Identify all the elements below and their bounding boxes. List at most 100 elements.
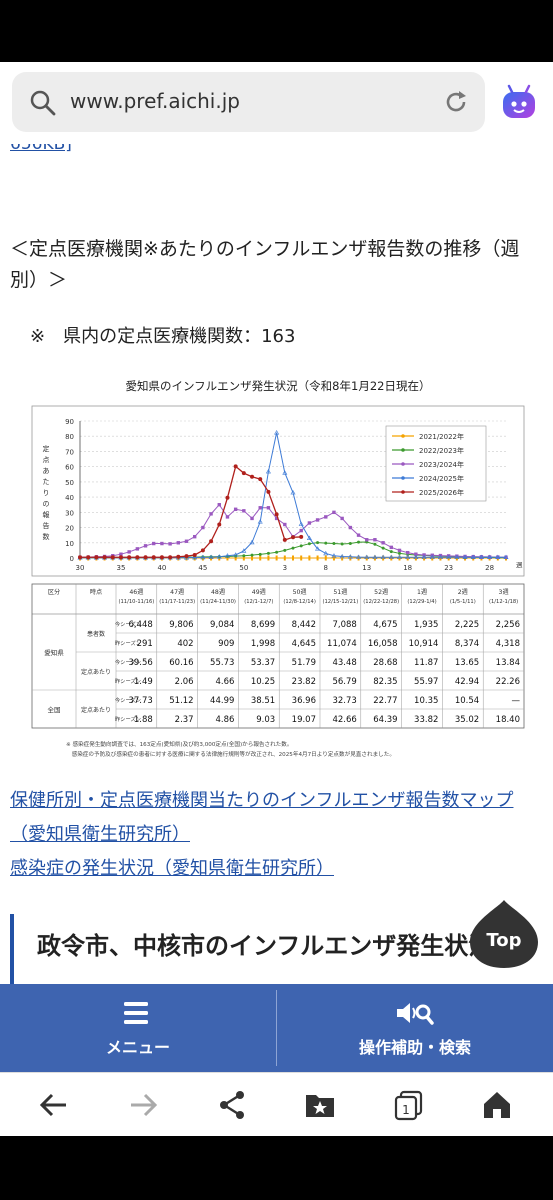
data-point [308, 555, 311, 561]
table-sub-cell: 定点あたり [81, 668, 111, 676]
y-tick-label: 30 [65, 509, 74, 517]
tabs-icon[interactable]: 1 [392, 1089, 424, 1121]
back-to-top-button[interactable]: Top [466, 896, 542, 972]
legend-marker [401, 490, 405, 494]
table-value-cell: 42.94 [455, 677, 479, 687]
table-header-cell: (12/29-1/4) [407, 599, 436, 605]
data-point [356, 554, 362, 559]
data-point [372, 554, 378, 560]
table-value-cell: 2,256 [496, 620, 520, 630]
x-tick-label: 13 [362, 564, 371, 572]
data-point [208, 554, 214, 560]
data-point [437, 554, 443, 560]
data-point [299, 544, 303, 548]
url-text: www.pref.aichi.jp [70, 89, 240, 113]
y-axis-label-char: 数 [43, 532, 50, 541]
y-tick-label: 0 [70, 555, 74, 563]
menu-button[interactable]: メニュー [0, 984, 276, 1072]
data-point [249, 539, 255, 545]
top-label: Top [486, 930, 521, 951]
table-value-cell: 9,084 [210, 620, 234, 630]
table-sub-cell: 患者数 [87, 630, 105, 638]
table-row-label: 昨シーズン [115, 677, 141, 685]
forward-arrow-icon[interactable] [127, 1089, 159, 1121]
table-value-cell: 43.48 [332, 658, 356, 668]
data-point [291, 546, 295, 550]
data-point [373, 555, 376, 561]
data-point [299, 534, 304, 539]
data-point [217, 522, 222, 527]
status-link[interactable]: 感染症の発生状況（愛知県衛生研究所） [10, 858, 334, 879]
data-point [242, 555, 245, 561]
table-value-cell: 4,318 [496, 639, 520, 649]
section-heading: ＜定点医療機関※あたりのインフルエンザ報告数の推移（週別）＞ [10, 238, 520, 291]
table-header-cell: (11/10-11/16) [118, 599, 154, 605]
data-point [478, 554, 484, 560]
search-icon [30, 90, 56, 116]
data-point [118, 555, 123, 560]
data-point [495, 554, 501, 560]
address-bar[interactable]: www.pref.aichi.jp [12, 72, 485, 132]
section-header: 政令市、中核市のインフルエンザ発生状況 [10, 914, 553, 984]
home-icon[interactable] [481, 1089, 513, 1121]
file-size-link[interactable]: 656KB] [10, 144, 72, 154]
legend-label: 2021/2022年 [419, 432, 464, 441]
system-nav-area [0, 1136, 553, 1200]
data-point [397, 548, 402, 553]
bookmarks-icon[interactable] [304, 1089, 336, 1121]
table-value-cell: 22.77 [373, 696, 397, 706]
data-point [192, 552, 197, 557]
y-axis-label-char: の [43, 500, 50, 508]
data-point [365, 555, 368, 561]
data-point [200, 548, 205, 553]
data-point [259, 555, 262, 561]
assist-search-button[interactable]: 操作補助・検索 [277, 984, 553, 1072]
reload-icon[interactable] [442, 88, 470, 116]
legend-label: 2022/2023年 [419, 446, 464, 455]
y-tick-label: 20 [65, 525, 74, 533]
table-value-cell: 10.35 [414, 696, 438, 706]
chart-footnote-1: ※ 感染症発生動向調査では、163定点(愛知県)及び約3,000定点(全国)から… [66, 740, 292, 748]
data-point [331, 553, 337, 558]
table-row-label: 今シーズン [115, 620, 141, 628]
table-sub-cell: 定点あたり [81, 706, 111, 714]
map-link[interactable]: 保健所別・定点医療機関当たりのインフルエンザ報告数マップ（愛知県衛生研究所） [10, 790, 514, 845]
table-value-cell: 39.56 [128, 658, 152, 668]
table-value-cell: 8,442 [292, 620, 316, 630]
data-point [152, 541, 156, 546]
related-links: 保健所別・定点医療機関当たりのインフルエンザ報告数マップ（愛知県衛生研究所） 感… [10, 784, 540, 886]
table-header-cell: (12/8-12/14) [283, 599, 316, 605]
table-value-cell: 2,225 [455, 620, 479, 630]
data-point [315, 518, 320, 522]
table-value-cell: 33.82 [414, 715, 438, 725]
status-bar [0, 0, 553, 62]
table-value-cell: 4.66 [215, 677, 234, 687]
data-table [31, 583, 525, 729]
data-point [348, 525, 353, 530]
data-point [233, 464, 238, 469]
data-point [274, 430, 280, 435]
table-value-cell: 10.54 [455, 696, 479, 706]
y-tick-label: 40 [65, 494, 74, 502]
data-point [471, 554, 475, 559]
table-value-cell: 6,448 [128, 620, 152, 630]
menu-divider [276, 990, 277, 1066]
y-tick-label: 50 [65, 479, 74, 487]
data-point [373, 538, 377, 542]
data-point [86, 555, 91, 560]
table-header-cell: (12/22-12/28) [363, 599, 399, 605]
data-point [258, 506, 262, 510]
data-point [226, 555, 229, 561]
table-value-cell: 36.96 [292, 696, 316, 706]
assistant-icon[interactable] [500, 84, 538, 122]
influenza-chart-image: 愛知県のインフルエンザ発生状況（令和8年1月22日現在） 定点あたりの報告数 0… [28, 376, 528, 771]
table-header-cell: 49週 [252, 588, 266, 596]
data-point [324, 515, 328, 519]
table-value-cell: 18.40 [496, 715, 520, 725]
data-point [233, 507, 238, 511]
back-arrow-icon[interactable] [38, 1089, 70, 1121]
share-icon[interactable] [216, 1089, 248, 1121]
hamburger-icon [124, 1002, 148, 1024]
y-tick-label: 60 [65, 464, 74, 472]
